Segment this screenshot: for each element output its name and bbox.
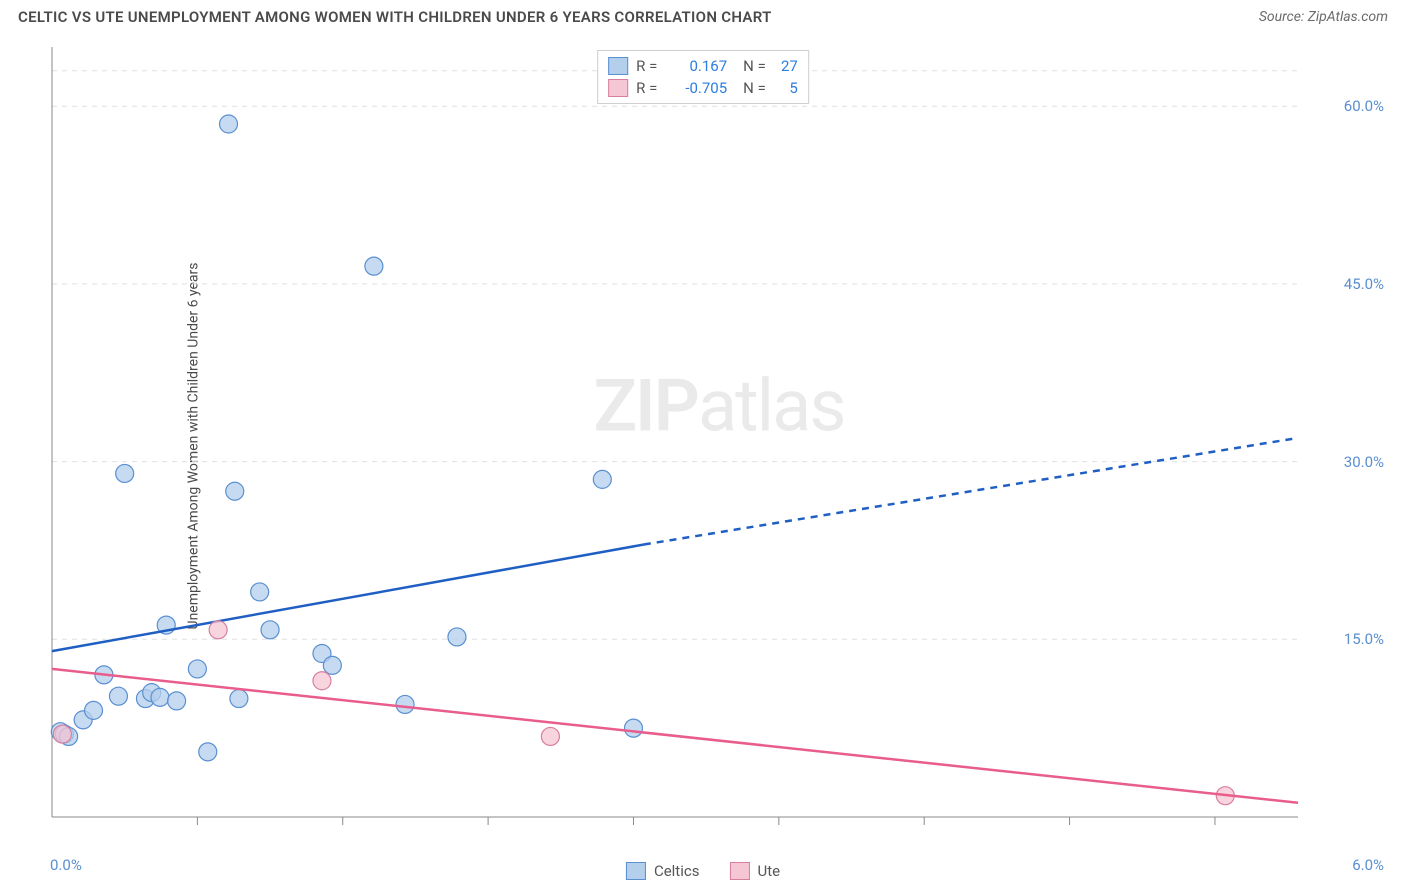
series-legend: Celtics Ute [626,862,780,880]
chart-title: CELTIC VS UTE UNEMPLOYMENT AMONG WOMEN W… [18,8,772,26]
swatch-icon [729,862,749,880]
x-axis-origin-label: 0.0% [50,856,82,874]
y-tick-label: 45.0% [1344,275,1384,293]
legend-row-ute: R = -0.705 N = 5 [608,77,798,99]
legend-item-celtics: Celtics [626,862,700,880]
swatch-icon [608,57,628,75]
y-tick-label: 15.0% [1344,630,1384,648]
chart-source: Source: ZipAtlas.com [1259,9,1388,25]
scatter-plot [50,45,1388,847]
y-tick-label: 30.0% [1344,453,1384,471]
y-tick-label: 60.0% [1344,97,1384,115]
swatch-icon [626,862,646,880]
x-axis-max-label: 6.0% [1352,856,1384,874]
correlation-legend: R = 0.167 N = 27 R = -0.705 N = 5 [597,50,809,104]
swatch-icon [608,79,628,97]
chart-area: ZIPatlas [50,45,1388,847]
legend-row-celtics: R = 0.167 N = 27 [608,55,798,77]
chart-header: CELTIC VS UTE UNEMPLOYMENT AMONG WOMEN W… [0,0,1406,30]
legend-item-ute: Ute [729,862,780,880]
